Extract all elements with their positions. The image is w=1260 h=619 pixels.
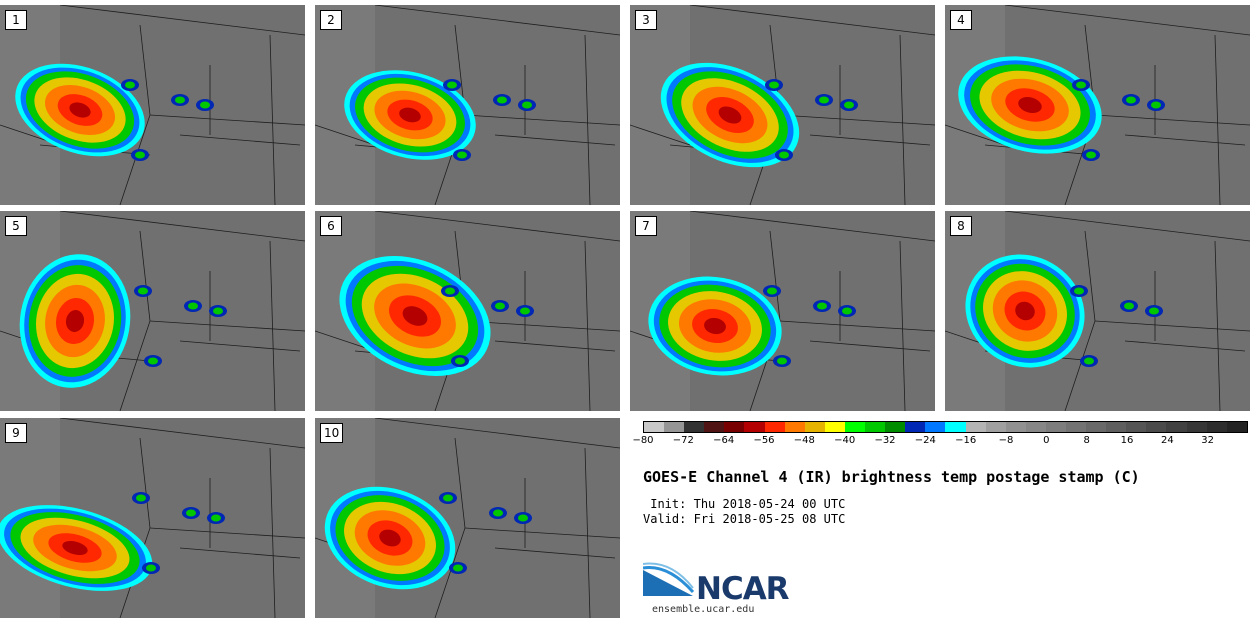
- init-line: Init: Thu 2018-05-24 00 UTC: [643, 497, 845, 511]
- colorbar-bin: [824, 422, 845, 432]
- panel-number-label: 2: [320, 10, 342, 30]
- colorbar-bin: [945, 422, 966, 432]
- colorbar-tick-label: 24: [1160, 435, 1174, 446]
- colorbar-tick-label: −48: [793, 435, 815, 446]
- ir-map: [0, 418, 305, 618]
- panel-number-label: 5: [5, 216, 27, 236]
- colorbar-bin: [1186, 422, 1207, 432]
- colorbar-bin: [885, 422, 906, 432]
- logo-url: ensemble.ucar.edu: [652, 604, 755, 615]
- colorbar-tick-label: 32: [1201, 435, 1215, 446]
- init-value: Thu 2018-05-24 00 UTC: [693, 497, 846, 511]
- valid-label: Valid:: [643, 512, 687, 526]
- ncar-logo-text: NCAR: [696, 571, 790, 607]
- colorbar-tick-label: −40: [834, 435, 856, 446]
- map-panel: 10: [315, 418, 620, 618]
- colorbar-bin: [1166, 422, 1187, 432]
- colorbar-bin: [724, 422, 745, 432]
- map-panel: 3: [630, 5, 935, 205]
- panel-number-label: 10: [320, 423, 344, 443]
- panel-number-label: 7: [635, 216, 657, 236]
- colorbar-bin: [1146, 422, 1167, 432]
- colorbar-bin: [704, 422, 725, 432]
- colorbar-tick-label: 16: [1120, 435, 1134, 446]
- colorbar-tick-label: −80: [632, 435, 654, 446]
- colorbar-bin: [844, 422, 866, 432]
- colorbar-bin: [925, 422, 946, 432]
- panel-number-label: 9: [5, 423, 27, 443]
- map-panel: 2: [315, 5, 620, 205]
- figure-title: GOES-E Channel 4 (IR) brightness temp po…: [643, 468, 1140, 486]
- colorbar-tick-label: −64: [713, 435, 735, 446]
- valid-line: Valid: Fri 2018-05-25 08 UTC: [643, 512, 845, 526]
- colorbar-bin: [1086, 422, 1107, 432]
- colorbar-bin: [1045, 422, 1066, 432]
- colorbar-bin: [744, 422, 765, 432]
- colorbar-bin: [764, 422, 785, 432]
- ir-map: [0, 211, 305, 411]
- colorbar-bin: [965, 422, 986, 432]
- ir-map: [945, 5, 1250, 205]
- colorbar: [643, 421, 1248, 433]
- ir-map: [315, 418, 620, 618]
- colorbar-tick-label: 8: [1083, 435, 1090, 446]
- colorbar-bin: [1005, 422, 1026, 432]
- colorbar-tick-label: −8: [998, 435, 1014, 446]
- map-panel: 1: [0, 5, 305, 205]
- map-panel: 9: [0, 418, 305, 618]
- colorbar-bin: [1025, 422, 1046, 432]
- map-panel: 8: [945, 211, 1250, 411]
- map-panel: 4: [945, 5, 1250, 205]
- colorbar-bin: [1206, 422, 1227, 432]
- colorbar-bin: [1226, 422, 1247, 432]
- colorbar-bin: [985, 422, 1006, 432]
- panel-number-label: 4: [950, 10, 972, 30]
- init-label: Init:: [650, 497, 687, 511]
- colorbar-tick-label: −72: [672, 435, 694, 446]
- colorbar-tick-label: −56: [753, 435, 775, 446]
- panel-number-label: 6: [320, 216, 342, 236]
- colorbar-tick-label: −16: [955, 435, 977, 446]
- colorbar-bin: [1126, 422, 1147, 432]
- colorbar-bin: [644, 422, 665, 432]
- colorbar-bin: [784, 422, 805, 432]
- ir-map: [630, 211, 935, 411]
- valid-value: Fri 2018-05-25 08 UTC: [693, 512, 846, 526]
- map-panel: 5: [0, 211, 305, 411]
- ncar-logo-icon: [643, 562, 695, 596]
- colorbar-tick-label: 0: [1043, 435, 1050, 446]
- colorbar-bin: [905, 422, 926, 432]
- panel-number-label: 3: [635, 10, 657, 30]
- map-panel: 6: [315, 211, 620, 411]
- colorbar-tick-label: −24: [914, 435, 936, 446]
- colorbar-bin: [1065, 422, 1087, 432]
- panel-number-label: 1: [5, 10, 27, 30]
- colorbar-tick-label: −32: [874, 435, 896, 446]
- ir-map: [315, 211, 620, 411]
- colorbar-bin: [865, 422, 886, 432]
- map-panel: 7: [630, 211, 935, 411]
- ir-map: [945, 211, 1250, 411]
- colorbar-ticks: −80 −72 −64 −56 −48 −40 −32 −24 −16 −8 0 8 16 24 32: [632, 435, 1248, 455]
- ir-map: [315, 5, 620, 205]
- ir-map: [630, 5, 935, 205]
- colorbar-bin: [664, 422, 685, 432]
- colorbar-bin: [684, 422, 705, 432]
- colorbar-bin: [804, 422, 825, 432]
- ir-map: [0, 5, 305, 205]
- colorbar-bin: [1106, 422, 1127, 432]
- panel-number-label: 8: [950, 216, 972, 236]
